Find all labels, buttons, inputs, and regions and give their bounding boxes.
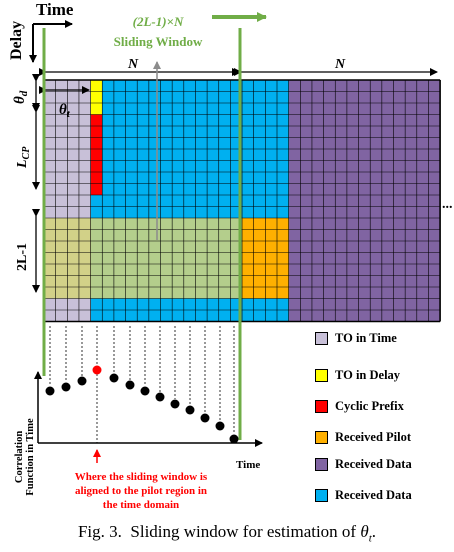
correlation-point bbox=[200, 413, 210, 423]
legend-label: Received Pilot bbox=[335, 429, 412, 444]
correlation-point bbox=[155, 392, 165, 402]
to-delay-cell bbox=[90, 80, 103, 115]
correlation-point bbox=[229, 434, 239, 444]
caption-text: Sliding window for estimation of bbox=[130, 522, 357, 541]
delay-axis-label: Delay bbox=[8, 21, 25, 60]
lcp-label: LCP bbox=[15, 146, 32, 169]
peak-annotation-3: the time domain bbox=[103, 499, 179, 511]
correlation-ylabel-1: Correlation bbox=[14, 431, 25, 483]
theta-t-label: θt bbox=[59, 102, 71, 120]
legend-label: Cyclic Prefix bbox=[335, 398, 404, 413]
caption-prefix: Fig. 3. bbox=[77, 522, 122, 541]
correlation-xlabel: Time bbox=[236, 459, 260, 471]
legend-swatch bbox=[315, 430, 328, 444]
figure-caption: Fig. 3. Sliding window for estimation of… bbox=[0, 522, 454, 544]
peak-annotation-2: aligned to the pilot region in bbox=[75, 485, 207, 497]
correlation-peak-point bbox=[92, 365, 102, 375]
legend-item: Cyclic Prefix bbox=[315, 397, 404, 415]
legend-label: Received Data bbox=[335, 487, 412, 502]
legend-swatch bbox=[315, 488, 328, 502]
correlation-point bbox=[185, 405, 195, 415]
correlation-drop-lines bbox=[49, 326, 235, 443]
n-right-label: N bbox=[334, 57, 346, 72]
correlation-point bbox=[77, 376, 87, 386]
cyclic-prefix-region bbox=[90, 114, 103, 195]
legend-swatch bbox=[315, 399, 328, 413]
two-l-minus-1-label: 2L-1 bbox=[15, 243, 30, 271]
correlation-point bbox=[45, 386, 55, 396]
peak-annotation-1: Where the sliding window is bbox=[75, 471, 208, 483]
correlation-point bbox=[170, 399, 180, 409]
row-ellipsis: ... bbox=[442, 197, 453, 212]
legend-label: TO in Delay bbox=[335, 367, 401, 382]
legend-item: Received Pilot bbox=[315, 428, 411, 446]
caption-math: θt bbox=[360, 522, 372, 545]
correlation-points bbox=[45, 365, 239, 444]
legend-label: Received Data bbox=[335, 456, 412, 471]
legend-swatch bbox=[315, 368, 328, 382]
correlation-ylabel-2: Function in Time bbox=[25, 418, 36, 496]
correlation-point bbox=[61, 382, 71, 392]
data-region-purple bbox=[288, 80, 441, 322]
window-overlap-region bbox=[44, 218, 243, 299]
legend-swatch bbox=[315, 331, 328, 345]
legend-label: TO in Time bbox=[335, 330, 397, 345]
caption-end: . bbox=[371, 522, 377, 541]
correlation-point bbox=[125, 380, 135, 390]
legend-item: Received Data bbox=[315, 455, 412, 473]
n-left-label: N bbox=[127, 57, 139, 72]
theta-d-label: θd bbox=[12, 90, 30, 104]
correlation-point bbox=[109, 373, 119, 383]
resource-grid bbox=[43, 79, 441, 323]
legend-item: TO in Time bbox=[315, 329, 397, 347]
legend-item: TO in Delay bbox=[315, 366, 400, 384]
correlation-point bbox=[215, 421, 225, 431]
legend-item: Received Data bbox=[315, 486, 412, 504]
correlation-point bbox=[140, 386, 150, 396]
n-left-label-bg bbox=[121, 57, 145, 71]
time-axis-label: Time bbox=[36, 0, 74, 19]
window-name-label: Sliding Window bbox=[114, 34, 203, 49]
window-size-label: (2L-1)×N bbox=[133, 14, 184, 29]
legend-swatch bbox=[315, 457, 328, 471]
